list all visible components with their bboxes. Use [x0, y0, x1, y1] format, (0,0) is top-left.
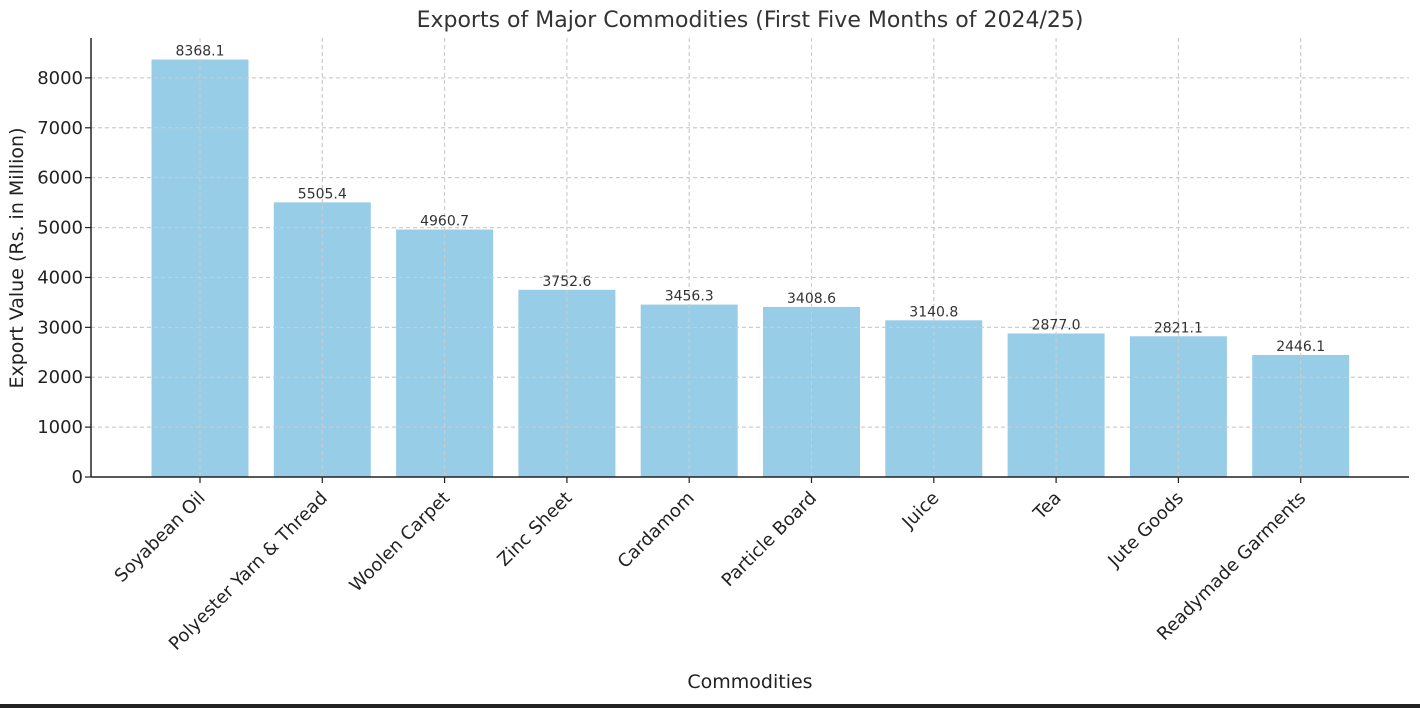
x-tick-label: Juice — [898, 488, 944, 534]
y-tick-label: 6000 — [37, 168, 83, 189]
y-tick-label: 1000 — [37, 417, 83, 438]
y-tick-label: 3000 — [37, 317, 83, 338]
x-tick-label: Soyabean Oil — [111, 488, 210, 587]
y-tick-label: 5000 — [37, 218, 83, 239]
y-axis-label: Export Value (Rs. in Million) — [6, 128, 28, 389]
axes-layer — [85, 38, 1409, 483]
x-tick-label: Tea — [1029, 488, 1066, 525]
y-tick-label: 0 — [72, 467, 83, 488]
x-tick-label: Cardamom — [614, 488, 699, 573]
x-tick-label: Woolen Carpet — [346, 488, 455, 597]
bar-value-label: 3408.6 — [787, 291, 836, 307]
bar-value-label: 5505.4 — [298, 186, 347, 202]
x-tick-label: Zinc Sheet — [493, 488, 576, 571]
chart-title: Exports of Major Commodities (First Five… — [417, 8, 1084, 33]
window-bottom-border — [0, 704, 1420, 708]
bar-value-label: 8368.1 — [176, 44, 225, 60]
bar-value-label: 4960.7 — [420, 214, 469, 230]
x-tick-label: Jute Goods — [1104, 488, 1188, 572]
y-tick-label: 7000 — [37, 118, 83, 139]
bar-value-label: 3140.8 — [909, 304, 958, 320]
bar-value-label: 2877.0 — [1032, 317, 1081, 333]
y-tick-label: 8000 — [37, 68, 83, 89]
bar-value-label: 2446.1 — [1276, 339, 1325, 355]
bars-layer — [151, 59, 1350, 478]
x-axis-label: Commodities — [687, 671, 812, 693]
x-tick-label: Particle Board — [718, 488, 821, 591]
bar-value-label: 3752.6 — [542, 274, 591, 290]
bar — [1129, 336, 1227, 477]
bar-value-label: 3456.3 — [665, 289, 714, 305]
bar-value-label: 2821.1 — [1154, 320, 1203, 336]
grid-overlay — [91, 38, 1409, 478]
y-tick-label: 4000 — [37, 267, 83, 288]
y-tick-label: 2000 — [37, 367, 83, 388]
